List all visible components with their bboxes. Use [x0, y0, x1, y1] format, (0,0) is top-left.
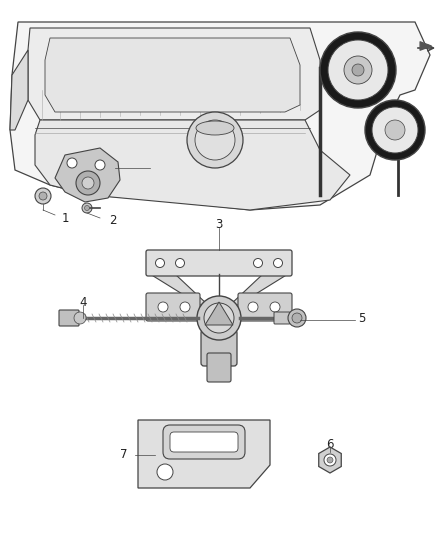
FancyBboxPatch shape: [146, 250, 292, 276]
Polygon shape: [28, 28, 320, 120]
Polygon shape: [45, 38, 300, 112]
Polygon shape: [205, 302, 233, 325]
Circle shape: [158, 302, 168, 312]
FancyBboxPatch shape: [59, 310, 79, 326]
Polygon shape: [150, 274, 208, 305]
Circle shape: [74, 312, 86, 324]
FancyBboxPatch shape: [274, 312, 290, 324]
Circle shape: [67, 158, 77, 168]
Polygon shape: [10, 50, 28, 130]
FancyBboxPatch shape: [201, 330, 237, 366]
Text: 3: 3: [101, 161, 109, 174]
Circle shape: [320, 32, 396, 108]
Circle shape: [95, 160, 105, 170]
Circle shape: [328, 40, 388, 100]
Circle shape: [176, 259, 184, 268]
Circle shape: [82, 177, 94, 189]
Text: 5: 5: [358, 311, 366, 325]
Text: 2: 2: [109, 214, 117, 227]
FancyBboxPatch shape: [163, 425, 245, 459]
Polygon shape: [55, 148, 120, 202]
Circle shape: [195, 120, 235, 160]
Circle shape: [155, 259, 165, 268]
Polygon shape: [230, 274, 288, 305]
Text: 3: 3: [215, 219, 223, 231]
Circle shape: [187, 112, 243, 168]
Circle shape: [39, 192, 47, 200]
Circle shape: [76, 171, 100, 195]
Circle shape: [35, 188, 51, 204]
FancyBboxPatch shape: [207, 353, 231, 382]
Circle shape: [270, 302, 280, 312]
Circle shape: [248, 302, 258, 312]
Text: 4: 4: [79, 295, 87, 309]
Circle shape: [324, 454, 336, 466]
Circle shape: [204, 303, 234, 333]
Circle shape: [180, 302, 190, 312]
Circle shape: [254, 259, 262, 268]
Circle shape: [82, 203, 92, 213]
Text: 6: 6: [326, 438, 334, 450]
Circle shape: [85, 206, 89, 211]
Polygon shape: [319, 447, 341, 473]
Circle shape: [352, 64, 364, 76]
Text: 1: 1: [61, 212, 69, 224]
Ellipse shape: [196, 121, 234, 135]
Text: 7: 7: [120, 448, 128, 462]
Circle shape: [372, 107, 418, 153]
Circle shape: [273, 259, 283, 268]
Circle shape: [365, 100, 425, 160]
Circle shape: [385, 120, 405, 140]
Circle shape: [292, 313, 302, 323]
FancyBboxPatch shape: [170, 432, 238, 452]
Polygon shape: [35, 120, 350, 210]
Circle shape: [197, 296, 241, 340]
FancyArrowPatch shape: [420, 42, 431, 50]
Circle shape: [288, 309, 306, 327]
Polygon shape: [138, 420, 270, 488]
Circle shape: [344, 56, 372, 84]
Circle shape: [157, 464, 173, 480]
Polygon shape: [10, 22, 430, 210]
FancyBboxPatch shape: [146, 293, 200, 321]
Circle shape: [327, 457, 333, 463]
FancyBboxPatch shape: [238, 293, 292, 321]
